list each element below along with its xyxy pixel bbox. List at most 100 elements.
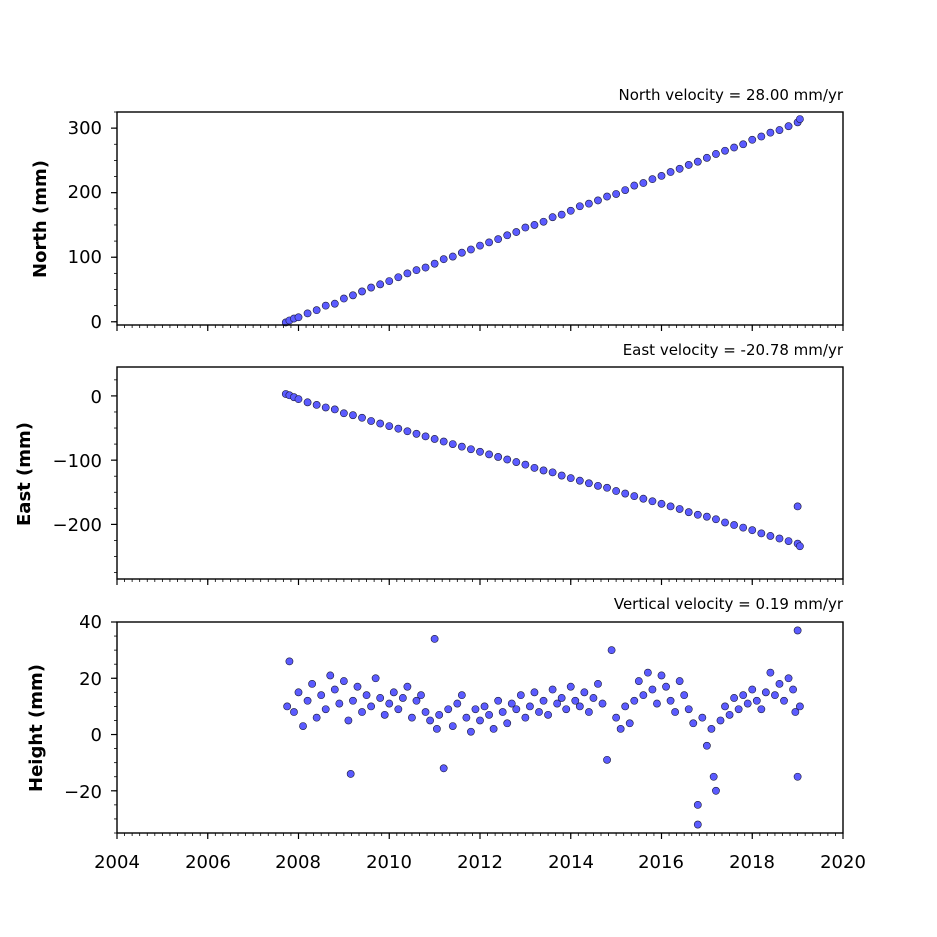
data-point [634,677,643,685]
vertical-velocity-title: Vertical velocity = 0.19 mm/yr [614,595,844,613]
data-point [780,696,788,705]
data-point [761,688,770,697]
data-point [557,694,566,702]
data-point [385,277,394,286]
data-point [362,691,371,700]
data-point [539,217,548,226]
data-point [725,710,734,719]
data-point [621,702,630,711]
data-point [367,417,375,425]
data-point [535,708,543,716]
data-point [653,699,661,708]
data-point [693,800,702,809]
data-point [485,710,493,719]
data-point [471,705,480,714]
data-point [648,685,657,694]
data-point [548,213,557,222]
panel-height: Vertical velocity = 0.19 mm/yr Height (m… [26,595,866,873]
data-point [330,405,339,414]
north-axis-label: North (mm) [30,160,51,278]
panel-east: East velocity = -20.78 mm/yr East (mm) 0… [14,341,844,585]
data-point [784,674,793,683]
data-point [739,691,748,700]
data-point [575,202,584,211]
data-point [299,722,307,730]
data-point [580,688,589,697]
data-point [317,691,326,700]
data-point [594,679,602,688]
data-point [412,429,421,438]
data-point [312,713,321,722]
data-point [771,691,779,700]
data-point [675,164,684,173]
east-ytick-label: −100 [53,451,102,472]
data-point [589,694,598,702]
xtick-label: 2014 [548,852,594,873]
data-point [721,518,729,527]
data-point [671,708,680,716]
data-point [757,705,766,714]
data-point [485,238,493,247]
data-point [775,679,784,688]
east-velocity-title: East velocity = -20.78 mm/yr [623,341,844,359]
data-point [448,722,457,730]
data-point [734,705,743,714]
data-point [480,702,489,711]
data-point [421,263,430,272]
xtick-label: 2004 [94,852,140,873]
east-ticks [111,379,844,585]
data-point [702,512,711,521]
data-point [793,626,802,635]
data-point [607,646,616,655]
data-point [739,140,748,149]
north-points [281,115,804,327]
data-point [594,196,602,205]
data-point [367,702,375,711]
xtick-label: 2006 [185,852,231,873]
data-point [766,668,775,677]
north-ytick-label: 200 [68,182,102,203]
north-plot-frame [116,111,844,326]
data-point [367,283,375,292]
data-point [548,685,557,694]
data-point [394,273,403,282]
data-point [457,442,466,451]
data-point [285,657,294,666]
data-point [476,716,484,725]
data-point [521,223,530,232]
data-point [430,634,439,643]
data-point [712,786,720,795]
data-point [457,691,466,700]
data-point [521,713,530,722]
data-point [330,685,339,694]
data-point [476,241,484,250]
data-point [657,499,666,508]
data-point [712,150,720,158]
data-point [585,479,593,488]
data-point [467,727,475,736]
height-plot-frame [116,621,844,834]
data-point [795,115,804,123]
data-point [321,705,330,714]
data-point [512,458,521,466]
data-point [344,716,353,725]
data-point [526,702,534,711]
data-point [385,422,394,431]
data-point [680,691,689,700]
data-point [666,502,675,511]
data-point [398,694,407,702]
data-point [730,143,738,152]
data-point [793,772,802,781]
data-point [516,691,525,700]
data-point [290,708,298,716]
data-point [330,299,339,308]
data-point [321,403,330,412]
data-point [294,313,303,322]
height-axis-label: Height (mm) [26,664,47,792]
data-point [376,280,385,289]
data-point [566,682,575,691]
data-point [467,245,475,254]
data-point [675,677,684,685]
data-point [712,515,720,524]
